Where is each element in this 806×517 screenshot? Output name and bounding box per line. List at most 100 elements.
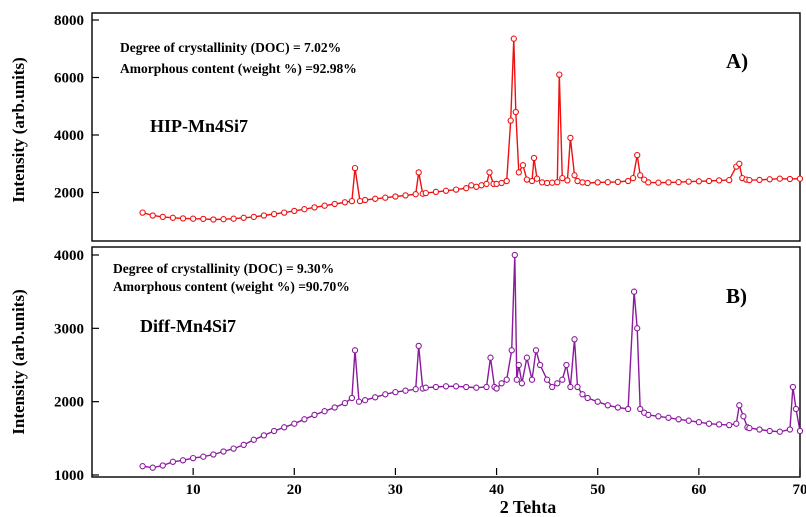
- panel-b-data-point: [463, 383, 470, 391]
- panel-a-data-point: [468, 182, 475, 189]
- panel-b-data-point: [746, 424, 753, 432]
- panel-b-x-tick-label: 50: [590, 482, 605, 498]
- panel-a-data-point: [567, 134, 574, 142]
- panel-a-data-point: [604, 179, 611, 186]
- panel-b-data-point: [331, 404, 338, 411]
- panel-a-data-point: [695, 178, 703, 185]
- panel-b-x-tick-label: 70: [793, 482, 806, 498]
- panel-a-data-point: [637, 172, 644, 179]
- panel-b-data-point: [498, 380, 505, 387]
- panel-b-data-point: [637, 405, 644, 413]
- panel-a-data-point: [571, 172, 578, 179]
- panel-a-data-point: [356, 197, 364, 205]
- panel-b-data-point: [139, 463, 146, 470]
- panel-b-data-point: [571, 336, 578, 343]
- panel-a-data-point: [523, 176, 531, 183]
- panel-b-data-point: [402, 387, 409, 394]
- panel-a-plot-area: [139, 35, 804, 223]
- panel-b-data-point: [415, 342, 422, 350]
- panel-b-data-point: [412, 386, 419, 393]
- panel-b-data-point: [321, 408, 328, 415]
- panel-b-data-point: [675, 416, 682, 423]
- panel-b-frame: [91, 246, 801, 478]
- panel-b: 1000 2000 3000 4000 10 20 30 40 50 60 70 Intensit…: [9, 246, 806, 517]
- panel-a-data-point: [331, 200, 338, 208]
- panel-a-data-point: [530, 154, 538, 162]
- panel-b-data-point: [311, 411, 318, 419]
- panel-a-data-point: [321, 202, 328, 209]
- panel-a-series-line: [142, 38, 801, 221]
- panel-a-data-point: [260, 212, 268, 219]
- panel-a-data-point: [538, 179, 546, 186]
- panel-a-data-point: [301, 206, 308, 213]
- panel-b-data-point: [549, 383, 556, 391]
- panel-a-data-point: [149, 212, 156, 219]
- panel-a: 2000 4000 6000 8000 Intensity (arb.units) D…: [9, 12, 804, 242]
- panel-a-data-point: [614, 178, 622, 186]
- panel-b-y-tick-label: 2000: [54, 395, 84, 411]
- panel-a-data-point: [641, 176, 648, 183]
- panel-a-data-point: [533, 175, 541, 182]
- panel-b-doc-annotation: Degree of crystallinity (DOC) = 9.30%: [113, 261, 334, 276]
- panel-b-data-point: [372, 394, 379, 401]
- panel-a-data-point: [554, 179, 561, 186]
- panel-b-data-point: [604, 402, 611, 409]
- panel-a-data-point: [348, 197, 356, 205]
- panel-a-tag: A): [726, 49, 748, 73]
- panel-a-data-point: [549, 179, 556, 186]
- panel-a-data-point: [341, 199, 349, 206]
- panel-b-data-point: [392, 388, 399, 396]
- panel-b-data-point: [149, 464, 156, 471]
- panel-b-data-point: [695, 419, 703, 426]
- panel-a-data-point: [179, 215, 187, 222]
- panel-b-data-point: [361, 397, 369, 404]
- panel-b-data-point: [452, 383, 460, 390]
- panel-b-data-point: [281, 424, 288, 431]
- panel-b-data-point: [740, 413, 747, 420]
- panel-b-data-point: [200, 453, 207, 460]
- panel-b-data-point: [624, 405, 632, 413]
- panel-b-data-point: [513, 376, 520, 383]
- panel-a-data-point: [629, 174, 637, 182]
- panel-b-x-tick-label: 60: [691, 482, 706, 498]
- panel-a-data-point: [220, 216, 227, 223]
- panel-a-data-point: [559, 174, 566, 182]
- panel-a-data-point: [675, 179, 682, 186]
- panel-a-data-point: [584, 179, 591, 187]
- panel-b-data-point: [736, 402, 743, 409]
- panel-a-data-point: [169, 214, 177, 221]
- panel-a-data-point: [415, 169, 422, 176]
- panel-b-data-point: [554, 380, 561, 387]
- panel-a-data-point: [159, 213, 166, 221]
- panel-a-data-point: [473, 183, 480, 190]
- panel-b-data-point: [594, 398, 601, 405]
- panel-a-y-axis-label: Intensity (arb.units): [9, 57, 28, 202]
- panel-b-data-point: [487, 354, 494, 361]
- panel-b-x-tick-label: 10: [186, 482, 201, 498]
- panel-a-data-point: [422, 189, 429, 197]
- panel-b-data-point: [563, 361, 570, 369]
- panel-b-data-point: [776, 428, 783, 435]
- panel-b-data-point: [351, 347, 359, 354]
- panel-a-data-point: [579, 179, 586, 186]
- panel-b-y-tick-label: 4000: [54, 248, 84, 264]
- panel-a-data-point: [564, 177, 571, 184]
- panel-b-sample-label: Diff-Mn4Si7: [140, 316, 236, 336]
- panel-b-x-tick-label: 40: [489, 482, 504, 498]
- panel-b-data-point: [515, 361, 522, 369]
- panel-a-data-point: [736, 160, 743, 167]
- panel-a-y-tick-label: 8000: [54, 13, 84, 29]
- panel-b-data-point: [240, 441, 247, 449]
- panel-b-data-point: [645, 411, 652, 419]
- panel-b-data-point: [574, 383, 581, 391]
- panel-a-data-point: [498, 179, 505, 187]
- panel-b-data-point: [766, 427, 773, 435]
- panel-a-data-point: [556, 71, 563, 78]
- panel-a-data-point: [507, 117, 514, 124]
- panel-a-doc-annotation: Degree of crystallinity (DOC) = 7.02%: [120, 40, 341, 55]
- panel-b-data-point: [260, 432, 268, 439]
- panel-a-data-point: [776, 175, 783, 182]
- panel-b-data-point: [792, 405, 800, 413]
- panel-b-x-tick-label: 20: [287, 482, 302, 498]
